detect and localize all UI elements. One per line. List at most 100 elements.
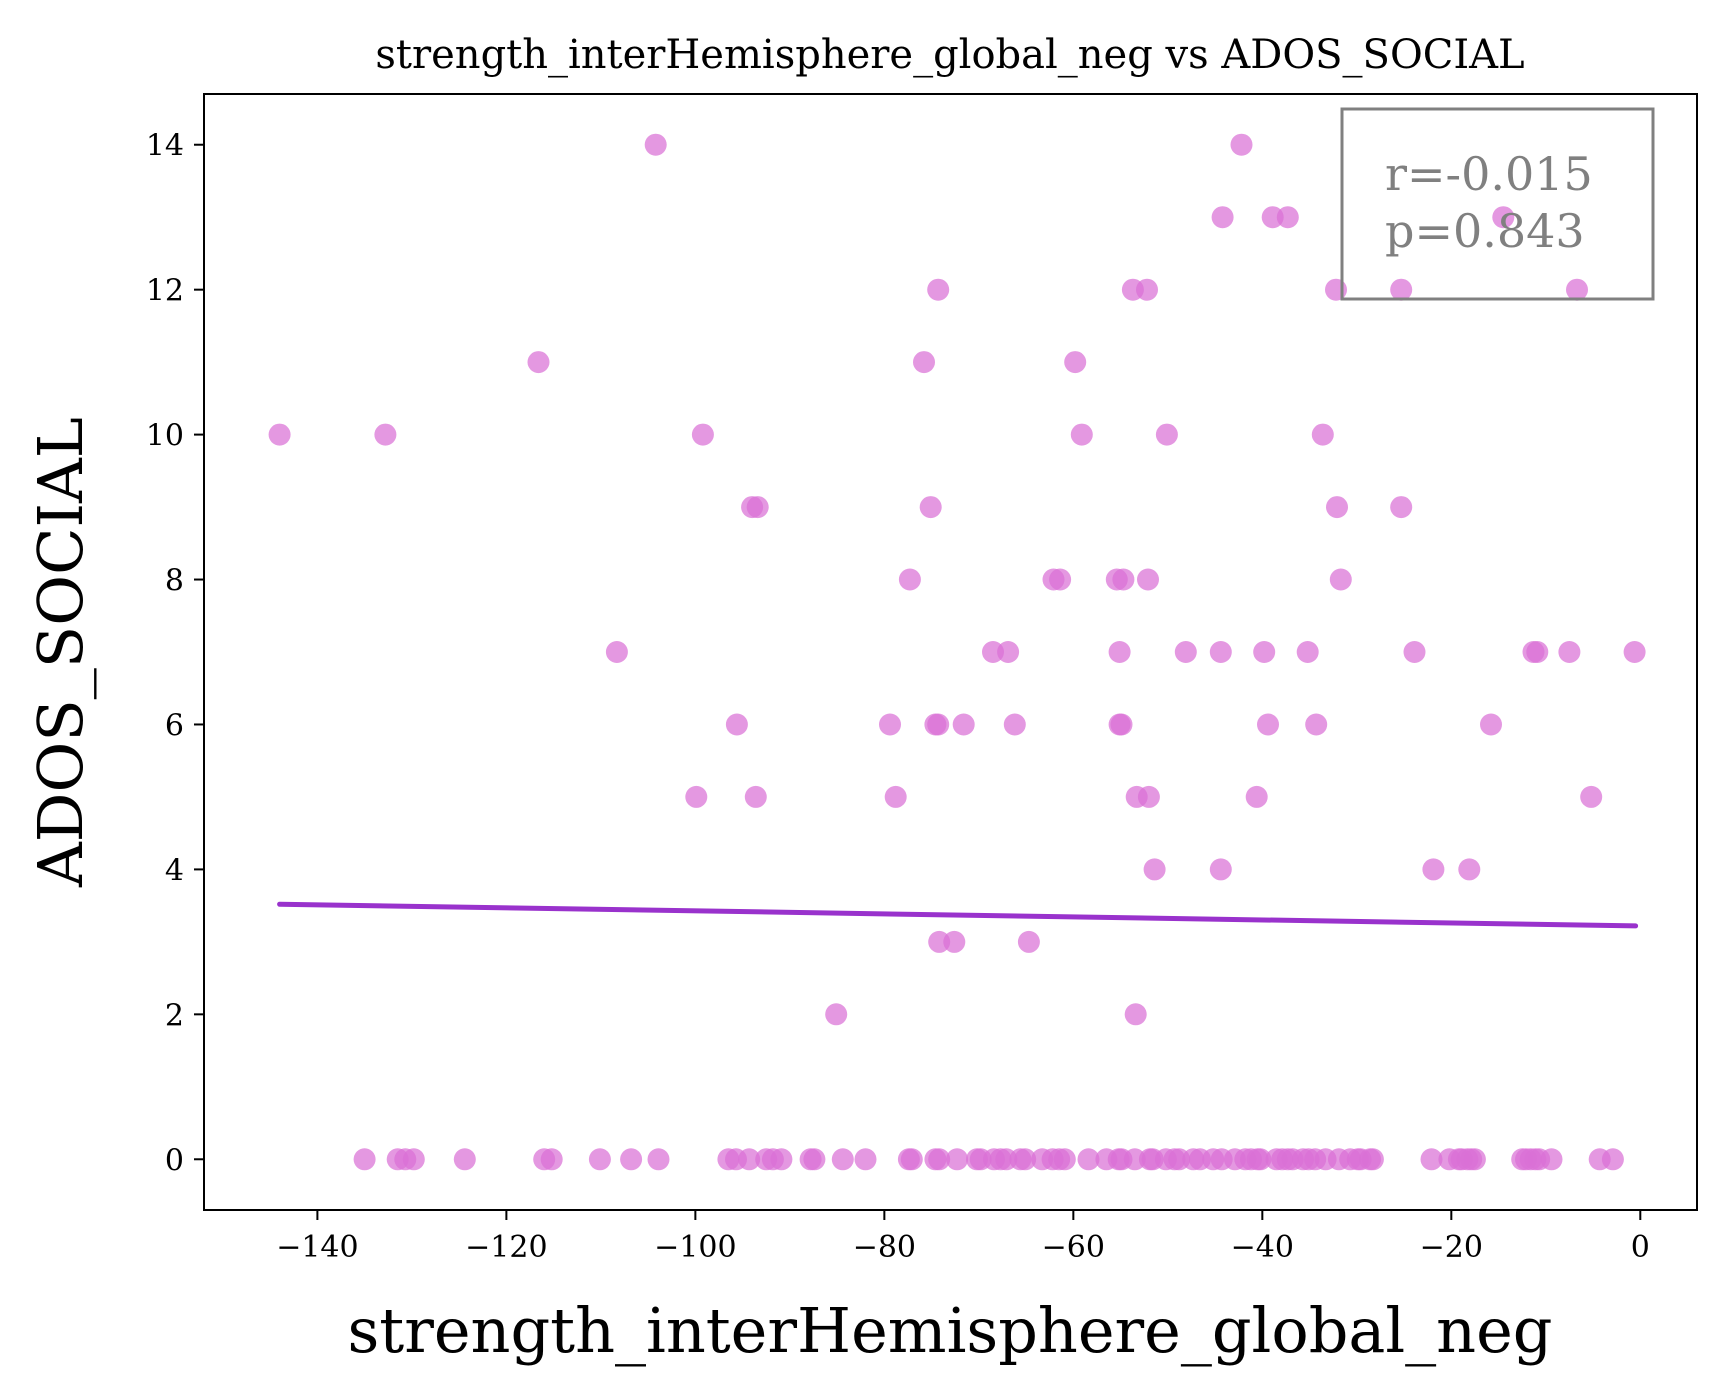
data-point xyxy=(1325,278,1347,301)
y-tick-label: 4 xyxy=(165,853,184,888)
data-point xyxy=(1326,496,1348,519)
data-point xyxy=(884,785,907,808)
data-point xyxy=(913,351,935,374)
data-point xyxy=(1049,568,1072,591)
data-point xyxy=(943,930,966,953)
data-point xyxy=(1329,568,1352,591)
data-point xyxy=(900,1148,923,1171)
data-point xyxy=(1601,1148,1624,1171)
y-tick-label: 6 xyxy=(165,708,184,743)
plot-frame xyxy=(203,93,1698,1211)
data-point xyxy=(1155,423,1178,446)
data-point xyxy=(1209,858,1232,881)
data-point xyxy=(1143,858,1166,881)
data-point xyxy=(1403,641,1426,663)
data-point xyxy=(647,1148,670,1171)
x-tick-label: −60 xyxy=(1042,1230,1105,1265)
data-point xyxy=(898,568,921,591)
data-point xyxy=(982,641,1004,663)
data-point xyxy=(1137,568,1159,591)
data-point xyxy=(1526,641,1549,663)
data-point xyxy=(1112,568,1135,591)
data-point xyxy=(1458,858,1481,881)
data-point xyxy=(825,1003,848,1026)
regression-layer xyxy=(277,901,1639,929)
data-point xyxy=(1558,641,1581,663)
data-point xyxy=(268,423,291,446)
data-point xyxy=(620,1148,643,1171)
correlation-r-text: r=-0.015 xyxy=(1385,147,1593,201)
data-point xyxy=(353,1148,376,1171)
x-axis-title: strength_interHemisphere_global_neg xyxy=(347,1294,1552,1367)
data-point xyxy=(1390,278,1413,301)
data-point xyxy=(1463,1148,1486,1171)
data-point xyxy=(1136,278,1158,301)
data-point xyxy=(1064,351,1087,374)
points-layer xyxy=(268,133,1646,1171)
data-point xyxy=(527,351,550,374)
data-point xyxy=(1480,713,1502,736)
data-point xyxy=(540,1148,563,1171)
data-point xyxy=(770,1148,793,1171)
data-point xyxy=(725,713,748,736)
data-point xyxy=(927,713,950,736)
y-axis: 0 2 4 6 8 10 12 14 xyxy=(146,129,204,1178)
data-point xyxy=(685,785,708,808)
data-point xyxy=(691,423,714,446)
data-point xyxy=(1123,1148,1146,1171)
data-point xyxy=(927,278,950,301)
data-point xyxy=(997,641,1020,663)
data-point xyxy=(1420,1148,1443,1171)
data-point xyxy=(1305,713,1328,736)
data-point xyxy=(644,133,667,156)
data-point xyxy=(1209,641,1232,663)
data-point xyxy=(946,1148,969,1171)
x-axis: −140 −120 −100 −80 −60 −40 −20 0 xyxy=(276,1210,1650,1265)
x-tick-label: −40 xyxy=(1231,1230,1294,1265)
data-point xyxy=(919,496,942,519)
data-point xyxy=(1211,206,1234,229)
y-tick-label: 0 xyxy=(165,1143,184,1178)
data-point xyxy=(879,713,901,736)
correlation-p-text: p=0.843 xyxy=(1385,204,1585,258)
data-point xyxy=(1422,858,1445,881)
data-point xyxy=(1311,423,1334,446)
data-point xyxy=(1276,206,1299,229)
data-point xyxy=(1623,641,1646,663)
x-tick-label: −140 xyxy=(276,1230,358,1265)
y-tick-label: 12 xyxy=(146,274,184,309)
data-point xyxy=(1249,1148,1272,1171)
regression-line xyxy=(277,901,1639,929)
data-point xyxy=(1017,930,1040,953)
chart-title: strength_interHemisphere_global_neg vs A… xyxy=(375,32,1524,78)
data-point xyxy=(1580,785,1603,808)
x-tick-label: −80 xyxy=(853,1230,916,1265)
data-point xyxy=(1077,1148,1100,1171)
x-tick-label: −120 xyxy=(465,1230,547,1265)
data-point xyxy=(1137,785,1160,808)
data-point xyxy=(402,1148,425,1171)
data-point xyxy=(738,1148,761,1171)
data-point xyxy=(1108,641,1131,663)
data-point xyxy=(1492,206,1515,229)
data-point xyxy=(1253,641,1276,663)
data-point xyxy=(803,1148,826,1171)
data-point xyxy=(928,1148,951,1171)
data-point xyxy=(605,641,628,663)
data-point xyxy=(1014,1148,1037,1171)
stats-legend-box: r=-0.015 p=0.843 xyxy=(1340,107,1655,301)
x-tick-label: 0 xyxy=(1631,1230,1650,1265)
data-point xyxy=(831,1148,854,1171)
x-tick-label: −100 xyxy=(654,1230,736,1265)
y-axis-title: ADOS_SOCIAL xyxy=(24,417,97,888)
data-point xyxy=(854,1148,877,1171)
data-point xyxy=(1070,423,1093,446)
data-point xyxy=(1245,785,1268,808)
data-point xyxy=(1361,1148,1384,1171)
data-point xyxy=(1174,641,1197,663)
data-point xyxy=(1261,206,1284,229)
data-point xyxy=(952,713,975,736)
stats-box-border xyxy=(1340,107,1655,301)
data-point xyxy=(928,930,951,953)
